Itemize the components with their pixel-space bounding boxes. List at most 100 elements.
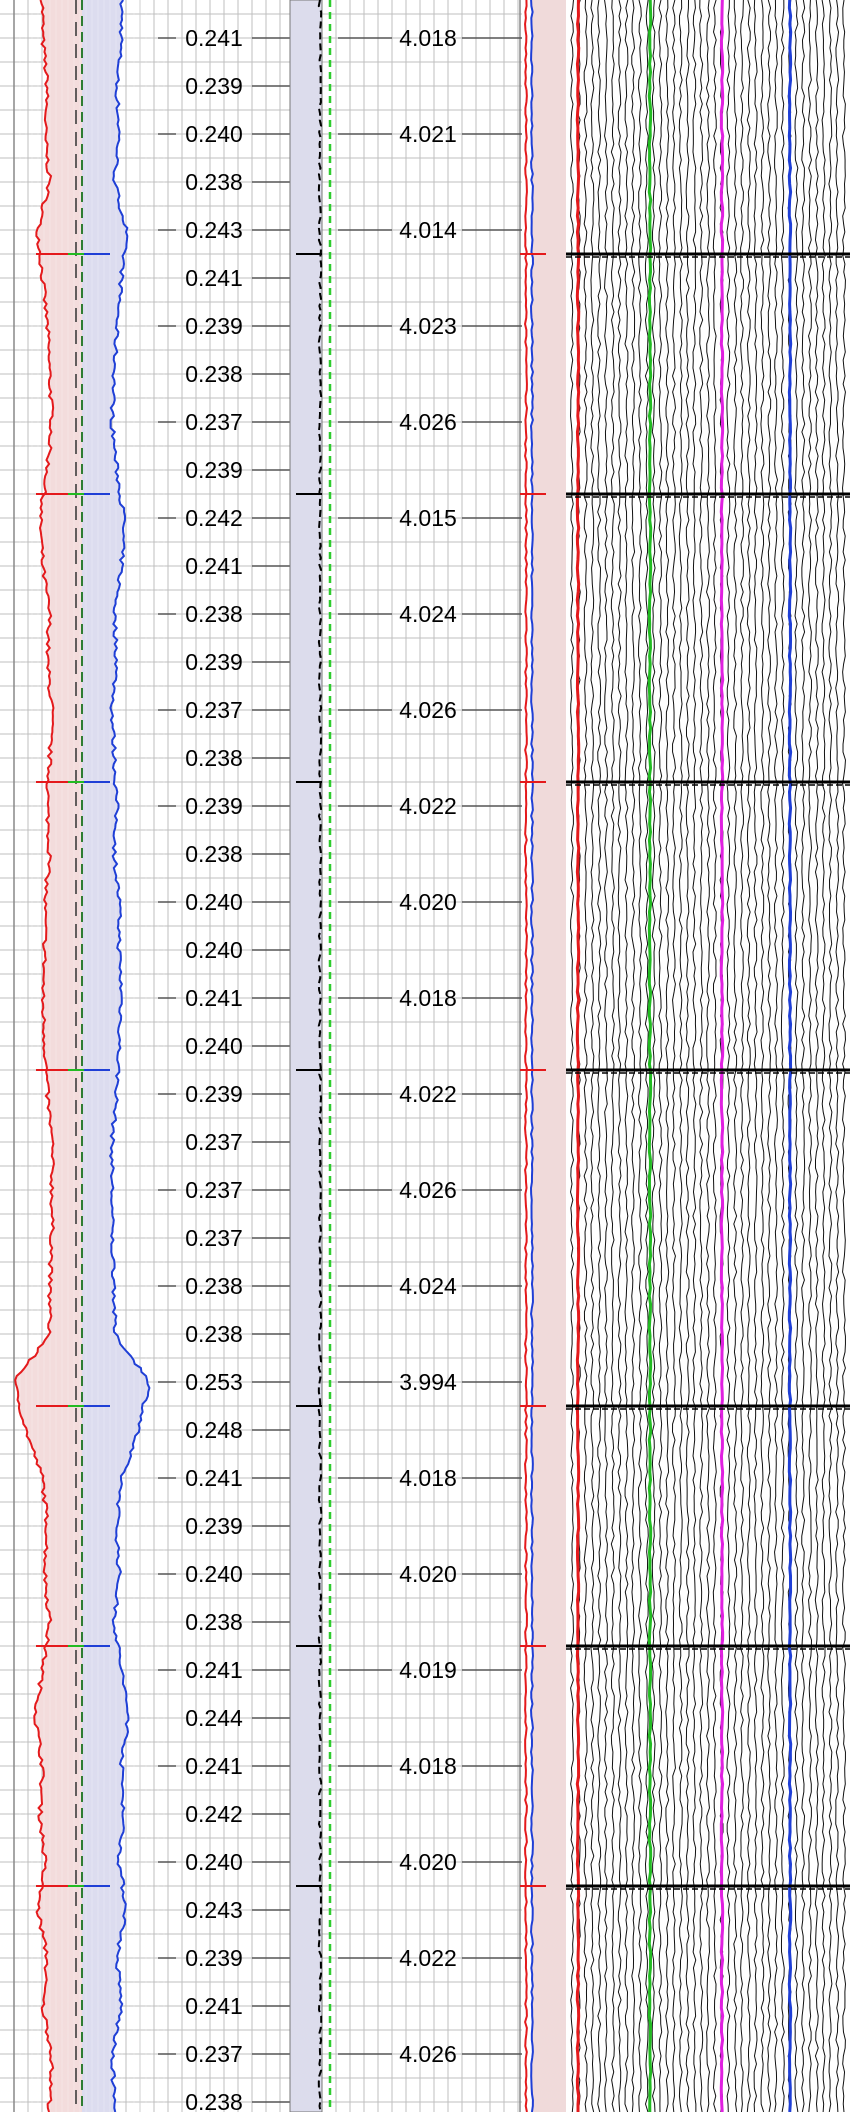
narrow-blue-curve xyxy=(529,0,534,2112)
waveform-trace xyxy=(603,0,609,2112)
waveform-trace xyxy=(774,0,778,2112)
value-label: 4.018 xyxy=(399,985,457,1011)
value-label: 4.014 xyxy=(399,217,457,243)
waveform-trace xyxy=(808,0,812,2112)
value-label: 0.239 xyxy=(185,1513,243,1539)
value-label: 0.238 xyxy=(185,169,243,195)
value-label: 4.024 xyxy=(399,601,457,627)
value-label: 4.018 xyxy=(399,1465,457,1491)
value-label: 0.239 xyxy=(185,1081,243,1107)
waveform-trace xyxy=(835,0,840,2112)
waveform-trace xyxy=(767,0,772,2112)
value-label: 4.022 xyxy=(399,1081,457,1107)
waveform-trace xyxy=(746,0,751,2112)
waveform-trace xyxy=(814,0,819,2112)
waveform-trace xyxy=(692,0,697,2112)
value-label: 0.238 xyxy=(185,601,243,627)
right-fill xyxy=(82,0,150,2112)
waveform-trace xyxy=(570,0,575,2112)
waveform-trace xyxy=(733,0,738,2112)
value-label: 4.023 xyxy=(399,313,457,339)
value-label: 4.022 xyxy=(399,793,457,819)
magenta-trace xyxy=(719,0,725,2112)
waveform-trace xyxy=(780,0,785,2112)
value-label: 4.020 xyxy=(399,1849,457,1875)
value-label: 0.238 xyxy=(185,841,243,867)
waveform-trace xyxy=(821,0,826,2112)
waveform-trace xyxy=(739,0,745,2112)
waveform-trace xyxy=(651,0,656,2112)
value-label: 0.248 xyxy=(185,1417,243,1443)
thickness-track xyxy=(289,0,332,2112)
value-label: 0.238 xyxy=(185,1321,243,1347)
value-label: 0.243 xyxy=(185,217,243,243)
value-label: 0.243 xyxy=(185,1897,243,1923)
waveform-trace xyxy=(842,0,846,2112)
value-label: 0.239 xyxy=(185,313,243,339)
value-label: 0.241 xyxy=(185,265,243,291)
left-fill xyxy=(15,0,83,2112)
value-label: 0.239 xyxy=(185,457,243,483)
waveform-trace xyxy=(597,0,602,2112)
value-label: 0.238 xyxy=(185,745,243,771)
value-label: 0.239 xyxy=(185,649,243,675)
narrow-red-curve xyxy=(524,0,528,2112)
value-label: 4.019 xyxy=(399,1657,457,1683)
value-label: 4.026 xyxy=(399,409,457,435)
value-label: 0.244 xyxy=(185,1705,243,1731)
value-label: 0.237 xyxy=(185,409,243,435)
right-curve xyxy=(108,0,151,2112)
waveform-trace xyxy=(631,0,636,2112)
waveform-trace xyxy=(658,0,663,2112)
dashed-curve xyxy=(317,0,323,2112)
value-label: 0.241 xyxy=(185,1657,243,1683)
waveform-trace xyxy=(665,0,670,2112)
waveform-trace xyxy=(583,0,588,2112)
value-label: 0.240 xyxy=(185,889,243,915)
value-label: 0.237 xyxy=(185,2041,243,2067)
value-label: 0.238 xyxy=(185,1609,243,1635)
value-label: 0.253 xyxy=(185,1369,243,1395)
value-label: 4.021 xyxy=(399,121,457,147)
value-label: 4.020 xyxy=(399,889,457,915)
value-label: 0.237 xyxy=(185,1177,243,1203)
waveform-trace xyxy=(624,0,629,2112)
value-label: 4.018 xyxy=(399,1753,457,1779)
value-label: 0.240 xyxy=(185,937,243,963)
waveform-trace xyxy=(610,0,615,2112)
waveform-trace xyxy=(801,0,806,2112)
value-label: 0.237 xyxy=(185,1225,243,1251)
waveform-trace xyxy=(678,0,683,2112)
value-label: 0.241 xyxy=(185,1993,243,2019)
waveform-trace xyxy=(705,0,710,2112)
waveform-trace xyxy=(685,0,690,2112)
value-label: 0.241 xyxy=(185,985,243,1011)
value-label: 0.237 xyxy=(185,1129,243,1155)
left-value-labels: 0.241 0.239 0.240 0.238 0.243 0.241 0.239 0.238… xyxy=(158,25,290,2112)
waveform-track xyxy=(566,0,850,2112)
waveform-trace xyxy=(672,0,676,2112)
value-label: 0.238 xyxy=(185,2089,243,2112)
left-curve xyxy=(14,0,56,2112)
value-label: 0.240 xyxy=(185,1561,243,1587)
center-value-labels: 4.018 4.021 4.014 4.023 4.026 4.015 4.024 4.026… xyxy=(338,25,522,2067)
green-trace xyxy=(647,0,653,2112)
value-label: 4.024 xyxy=(399,1273,457,1299)
value-label: 0.240 xyxy=(185,1849,243,1875)
waveform-trace xyxy=(638,0,642,2112)
waveform-trace xyxy=(699,0,704,2112)
value-label: 4.026 xyxy=(399,1177,457,1203)
blue-trace xyxy=(787,0,793,2112)
value-label: 4.015 xyxy=(399,505,457,531)
narrow-curve-track xyxy=(520,0,566,2112)
red-trace xyxy=(575,0,581,2112)
value-label: 4.026 xyxy=(399,697,457,723)
value-label: 0.241 xyxy=(185,1465,243,1491)
value-label: 0.238 xyxy=(185,361,243,387)
value-label: 0.238 xyxy=(185,1273,243,1299)
value-label: 0.242 xyxy=(185,1801,243,1827)
narrow-fill xyxy=(532,0,566,2112)
waveform-trace xyxy=(712,0,717,2112)
value-label: 0.241 xyxy=(185,553,243,579)
